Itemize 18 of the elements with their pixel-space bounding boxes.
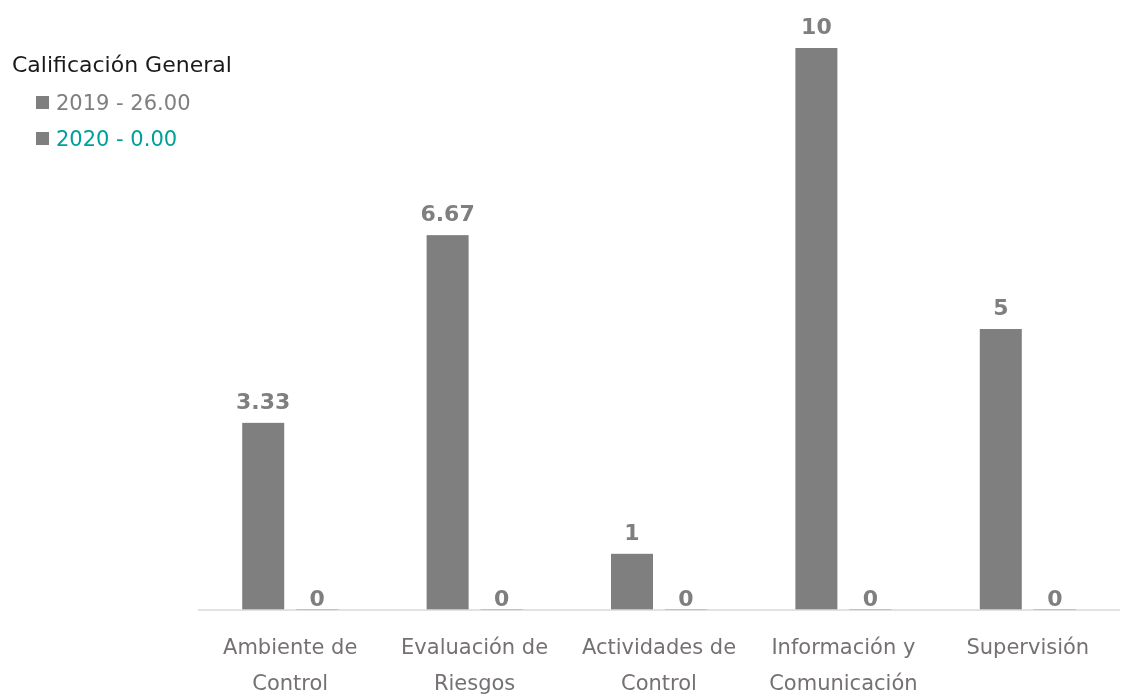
data-label: 0	[678, 586, 694, 611]
legend-label: 2020 - 0.00	[56, 127, 178, 151]
data-label: 0	[493, 586, 510, 611]
x-tick-label: Información y Comunicación	[769, 635, 918, 695]
data-label: 10	[801, 14, 832, 39]
x-tick-label: Actividades de Control	[581, 635, 737, 695]
data-label: 0	[1047, 586, 1063, 611]
data-label: 3.33	[236, 388, 291, 414]
data-label: 5	[993, 295, 1009, 320]
data-label: 0	[309, 586, 325, 611]
x-tick-label: Supervisión	[966, 635, 1090, 659]
legend-title: Calificación General	[12, 52, 232, 77]
x-tick-label: Evaluación de Riesgos	[401, 635, 549, 695]
legend-label: 2019 - 26.00	[56, 91, 191, 115]
data-label: 0	[862, 586, 879, 611]
data-label: 1	[624, 519, 640, 545]
x-tick-label: Ambiente de Control	[223, 635, 358, 695]
data-label: 6.67	[420, 201, 475, 227]
